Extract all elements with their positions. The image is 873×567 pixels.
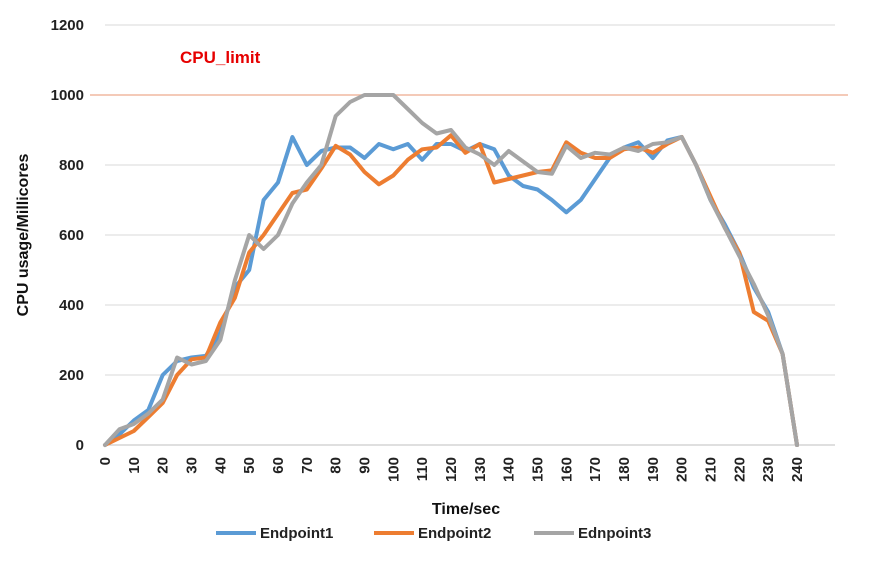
legend-label: Ednpoint3 [578, 525, 651, 542]
y-tick-label: 200 [59, 367, 84, 384]
y-tick-label: 0 [76, 437, 84, 454]
y-tick-labels: 0 200 400 600 800 1000 1200 [51, 17, 84, 454]
x-tick-label: 170 [587, 457, 604, 482]
cpu-limit-label: CPU_limit [180, 48, 261, 67]
x-tick-label: 90 [357, 457, 374, 474]
x-tick-label: 150 [530, 457, 547, 482]
legend: Endpoint1 Endpoint2 Ednpoint3 [216, 525, 651, 542]
y-tick-label: 600 [59, 227, 84, 244]
series-line-1 [103, 135, 799, 447]
x-tick-label: 180 [616, 457, 633, 482]
series-line-2 [103, 133, 799, 447]
x-tick-label: 30 [184, 457, 201, 474]
x-tick-label: 20 [155, 457, 172, 474]
x-tick-label: 60 [270, 457, 287, 474]
x-tick-label: 140 [501, 457, 518, 482]
y-tick-label: 1000 [51, 87, 84, 104]
x-tick-label: 70 [299, 457, 316, 474]
x-tick-label: 160 [558, 457, 575, 482]
x-tick-label: 240 [789, 457, 806, 482]
y-axis-label: CPU usage/Millicores [15, 154, 32, 317]
y-tick-label: 1200 [51, 17, 84, 34]
x-axis-label: Time/sec [432, 501, 500, 518]
y-tick-label: 800 [59, 157, 84, 174]
x-tick-label: 100 [385, 457, 402, 482]
x-tick-label: 50 [241, 457, 258, 474]
x-tick-label: 210 [703, 457, 720, 482]
x-tick-label: 80 [328, 457, 345, 474]
x-tick-label: 190 [645, 457, 662, 482]
series-line-3 [103, 93, 799, 447]
x-tick-label: 230 [760, 457, 777, 482]
grid-lines [105, 24, 835, 446]
series-lines [103, 93, 799, 447]
x-tick-label: 120 [443, 457, 460, 482]
y-tick-label: 400 [59, 297, 84, 314]
x-tick-label: 10 [126, 457, 143, 474]
legend-label: Endpoint2 [418, 525, 491, 542]
x-tick-label: 220 [731, 457, 748, 482]
x-tick-labels: 0 10 20 30 40 50 60 70 80 90 100 110 120 130 140 150 160… [97, 457, 806, 482]
x-tick-label: 130 [472, 457, 489, 482]
legend-label: Endpoint1 [260, 525, 333, 542]
x-tick-label: 200 [674, 457, 691, 482]
x-tick-label: 110 [414, 457, 431, 481]
x-tick-label: 40 [212, 457, 229, 474]
annotations: CPU_limit [90, 48, 848, 96]
x-tick-label: 0 [97, 457, 114, 465]
